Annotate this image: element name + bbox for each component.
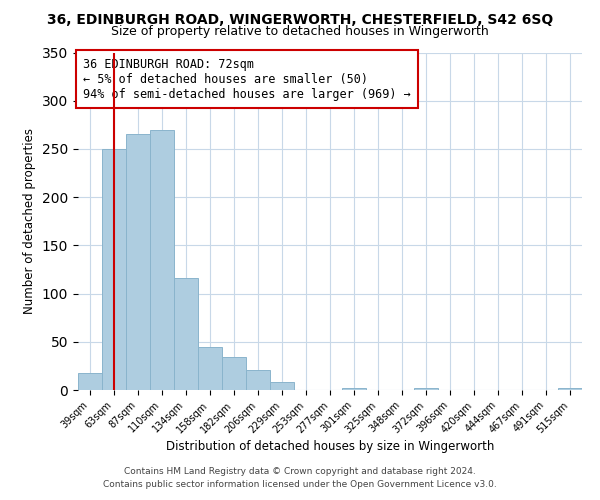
Bar (270, 382, 294, 390)
Bar (78, 372, 102, 390)
Bar (126, 134, 150, 390)
Text: 36 EDINBURGH ROAD: 72sqm
← 5% of detached houses are smaller (50)
94% of semi-de: 36 EDINBURGH ROAD: 72sqm ← 5% of detache… (83, 58, 411, 100)
Text: 36, EDINBURGH ROAD, WINGERWORTH, CHESTERFIELD, S42 6SQ: 36, EDINBURGH ROAD, WINGERWORTH, CHESTER… (47, 12, 553, 26)
Bar (342, 388, 366, 390)
Bar (198, 346, 222, 390)
Bar (246, 370, 270, 390)
Bar (174, 278, 198, 390)
Bar (102, 149, 126, 390)
Bar (414, 388, 438, 390)
Text: Size of property relative to detached houses in Wingerworth: Size of property relative to detached ho… (111, 25, 489, 38)
X-axis label: Distribution of detached houses by size in Wingerworth: Distribution of detached houses by size … (166, 440, 494, 454)
Bar (222, 357, 246, 390)
Bar (558, 388, 582, 390)
Bar (150, 130, 174, 390)
Y-axis label: Number of detached properties: Number of detached properties (23, 128, 37, 314)
Text: Contains HM Land Registry data © Crown copyright and database right 2024.
Contai: Contains HM Land Registry data © Crown c… (103, 468, 497, 489)
